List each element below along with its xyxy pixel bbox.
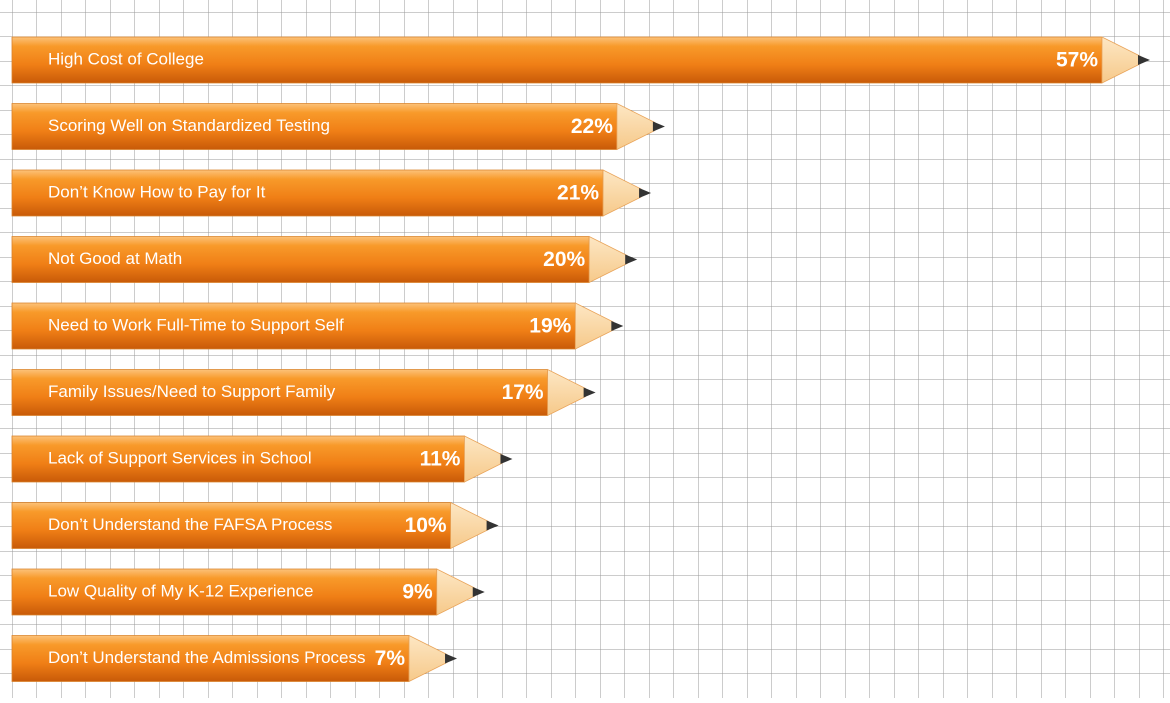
value-label: 21% — [557, 182, 599, 205]
value-label: 11% — [420, 448, 461, 471]
value-label: 9% — [402, 581, 433, 604]
category-label: Scoring Well on Standardized Testing — [48, 116, 330, 135]
chart: High Cost of College 57% Scoring Well on S… — [0, 0, 1170, 698]
value-label: 10% — [405, 514, 447, 537]
value-label: 57% — [1056, 49, 1098, 72]
value-label: 17% — [502, 381, 544, 404]
category-label: Low Quality of My K-12 Experience — [48, 581, 314, 600]
category-label: Need to Work Full-Time to Support Self — [48, 315, 344, 334]
category-label: Family Issues/Need to Support Family — [48, 382, 336, 401]
value-label: 20% — [543, 248, 585, 271]
category-label: Don’t Understand the FAFSA Process — [48, 515, 332, 534]
value-label: 19% — [529, 315, 571, 338]
value-label: 22% — [571, 115, 613, 138]
category-label: Lack of Support Services in School — [48, 448, 312, 467]
category-label: Don’t Understand the Admissions Process — [48, 648, 366, 667]
category-label: Not Good at Math — [48, 249, 182, 268]
value-label: 7% — [375, 647, 406, 670]
page: High Cost of College 57% Scoring Well on S… — [0, 0, 1170, 698]
category-label: Don’t Know How to Pay for It — [48, 182, 266, 201]
category-label: High Cost of College — [48, 49, 204, 68]
